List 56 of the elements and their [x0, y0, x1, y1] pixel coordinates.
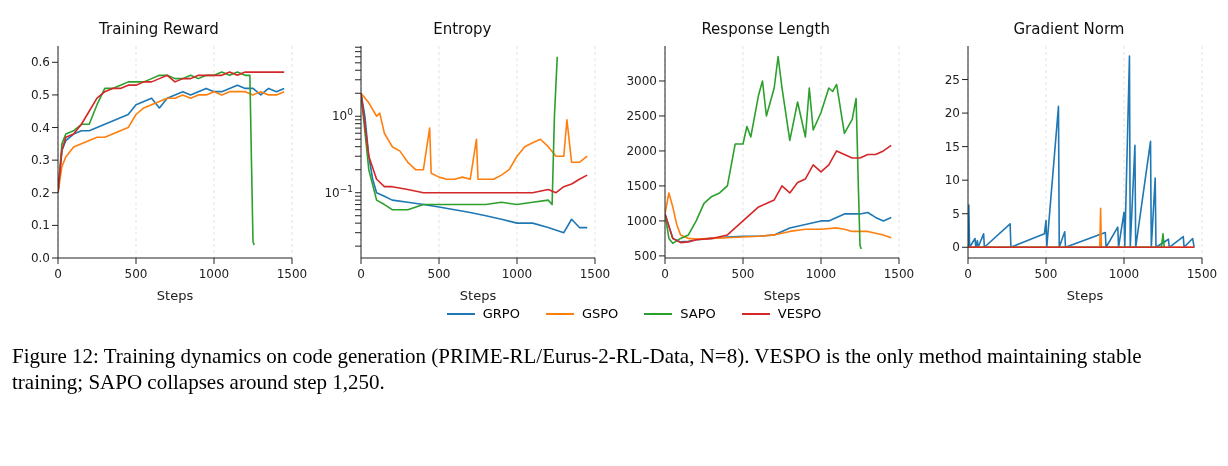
x-tick-label: 1000 — [805, 267, 836, 281]
y-tick-label: 0.1 — [30, 218, 50, 233]
line-series — [664, 144, 892, 244]
x-tick-label: 0 — [54, 267, 62, 281]
line-series — [58, 71, 256, 246]
y-tick-label: 0 — [952, 240, 960, 255]
x-tick-label: 1500 — [1186, 267, 1218, 281]
legend-label: SAPO — [680, 306, 716, 321]
x-tick-label: 0 — [964, 267, 972, 281]
x-tick-label: 1500 — [883, 267, 914, 281]
y-tick-label: 0.6 — [30, 55, 50, 70]
y-tick-label: 0.4 — [30, 120, 50, 135]
x-tick-label: 1500 — [276, 267, 308, 281]
y-tick-label: 1500 — [626, 178, 657, 193]
y-tick-label: 0.0 — [30, 251, 50, 265]
x-tick-label: 500 — [427, 267, 451, 281]
chart-title: Gradient Norm — [1012, 19, 1126, 40]
y-tick-label: 2500 — [626, 108, 657, 123]
y-tick-label: 0.5 — [30, 87, 50, 102]
y-tick-label: 25 — [944, 72, 960, 87]
chart-title: Entropy — [432, 19, 493, 40]
y-tick-label: 3000 — [626, 73, 657, 88]
y-tick-label: 2000 — [626, 143, 657, 158]
x-tick-label: 1000 — [1108, 267, 1140, 281]
x-axis-title: Steps — [156, 288, 194, 303]
y-tick-label: 10 — [944, 173, 960, 188]
legend-label: GSPO — [581, 306, 619, 321]
y-tick-label: 500 — [633, 248, 657, 263]
x-tick-label: 500 — [1034, 267, 1058, 281]
y-tick-label: 5 — [952, 206, 960, 221]
line-series — [361, 55, 559, 211]
x-tick-label: 1000 — [502, 267, 533, 281]
x-tick-label: 500 — [124, 267, 148, 281]
chart-title: Training Reward — [98, 19, 220, 40]
y-tick-label: 10$^{0}$ — [332, 107, 354, 124]
x-tick-label: 1500 — [580, 267, 611, 281]
y-tick-label: 15 — [944, 139, 960, 154]
caption: Figure 12: Training dynamics on code generation (PRIME-RL/Eurus-2-RL-Data, N=8). VESPO is the only method maintaining stable training; SAPO collapses around step 1,250. — [11, 343, 1143, 395]
y-tick-label: 10$^{−1}$ — [324, 183, 354, 200]
x-axis-title: Steps — [763, 288, 801, 303]
x-tick-label: 0 — [357, 267, 366, 281]
x-axis-title: Steps — [1066, 288, 1104, 303]
line-series — [967, 55, 1195, 249]
y-tick-label: 0.2 — [30, 185, 50, 200]
legend-label: VESPO — [777, 306, 822, 321]
y-tick-label: 20 — [944, 106, 960, 121]
x-tick-label: 0 — [660, 267, 669, 281]
line-series — [664, 192, 892, 240]
y-tick-label: 1000 — [626, 213, 657, 228]
x-axis-title: Steps — [460, 288, 497, 303]
legend-label: GRPO — [482, 306, 520, 321]
x-tick-label: 500 — [731, 267, 755, 281]
y-tick-label: 0.3 — [30, 153, 50, 168]
x-tick-label: 1000 — [198, 267, 230, 281]
line-series — [664, 55, 862, 250]
chart-title: Response Length — [700, 19, 831, 40]
